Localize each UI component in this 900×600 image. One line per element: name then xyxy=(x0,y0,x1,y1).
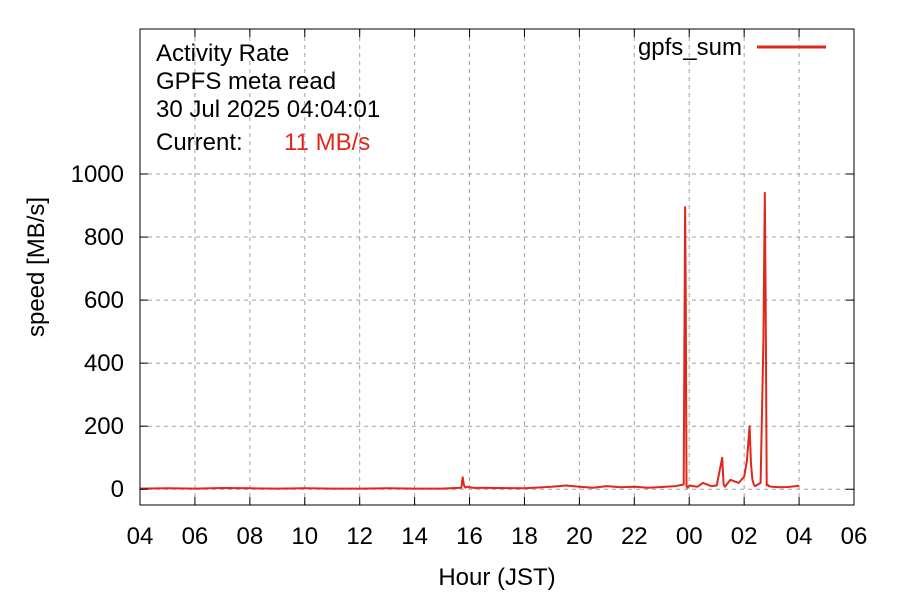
y-axis-label: speed [MB/s] xyxy=(23,197,50,337)
chart-subtitle: GPFS meta read xyxy=(156,68,336,95)
y-tick-label: 400 xyxy=(84,350,124,377)
x-tick-label: 10 xyxy=(291,523,318,550)
x-tick-label: 22 xyxy=(621,523,648,550)
ticks: 04 06 08 10 12 14 16 18 20 22 00 02 04 06 0 200 400 600 80… xyxy=(71,29,868,550)
x-tick-label: 04 xyxy=(127,523,154,550)
y-tick-label: 800 xyxy=(84,224,124,251)
x-tick-label: 12 xyxy=(346,523,373,550)
x-tick-label: 00 xyxy=(676,523,703,550)
current-label: Current: xyxy=(156,129,243,156)
chart-timestamp: 30 Jul 2025 04:04:01 xyxy=(156,96,380,123)
x-tick-label: 08 xyxy=(236,523,263,550)
legend-label: gpfs_sum xyxy=(638,34,742,61)
plot-frame xyxy=(139,28,855,506)
y-tick-label: 600 xyxy=(84,287,124,314)
x-tick-label: 14 xyxy=(401,523,428,550)
x-tick-label: 04 xyxy=(786,523,813,550)
x-tick-label: 06 xyxy=(182,523,209,550)
x-tick-label: 16 xyxy=(456,523,483,550)
x-axis-label: Hour (JST) xyxy=(438,564,555,591)
legend: gpfs_sum xyxy=(638,34,826,61)
x-tick-label: 18 xyxy=(511,523,538,550)
chart-title: Activity Rate xyxy=(156,40,289,67)
current-value: 11 MB/s xyxy=(284,129,370,156)
y-tick-label: 1000 xyxy=(71,161,124,188)
grid xyxy=(140,29,854,505)
y-tick-label: 200 xyxy=(84,413,124,440)
x-tick-label: 20 xyxy=(566,523,593,550)
x-tick-label: 02 xyxy=(731,523,758,550)
chart-title-block: Activity Rate GPFS meta read 30 Jul 2025… xyxy=(156,40,380,156)
x-tick-label: 06 xyxy=(841,523,868,550)
series-line-gpfs_sum xyxy=(139,191,800,490)
series-layer xyxy=(139,191,800,490)
y-tick-label: 0 xyxy=(111,476,124,503)
